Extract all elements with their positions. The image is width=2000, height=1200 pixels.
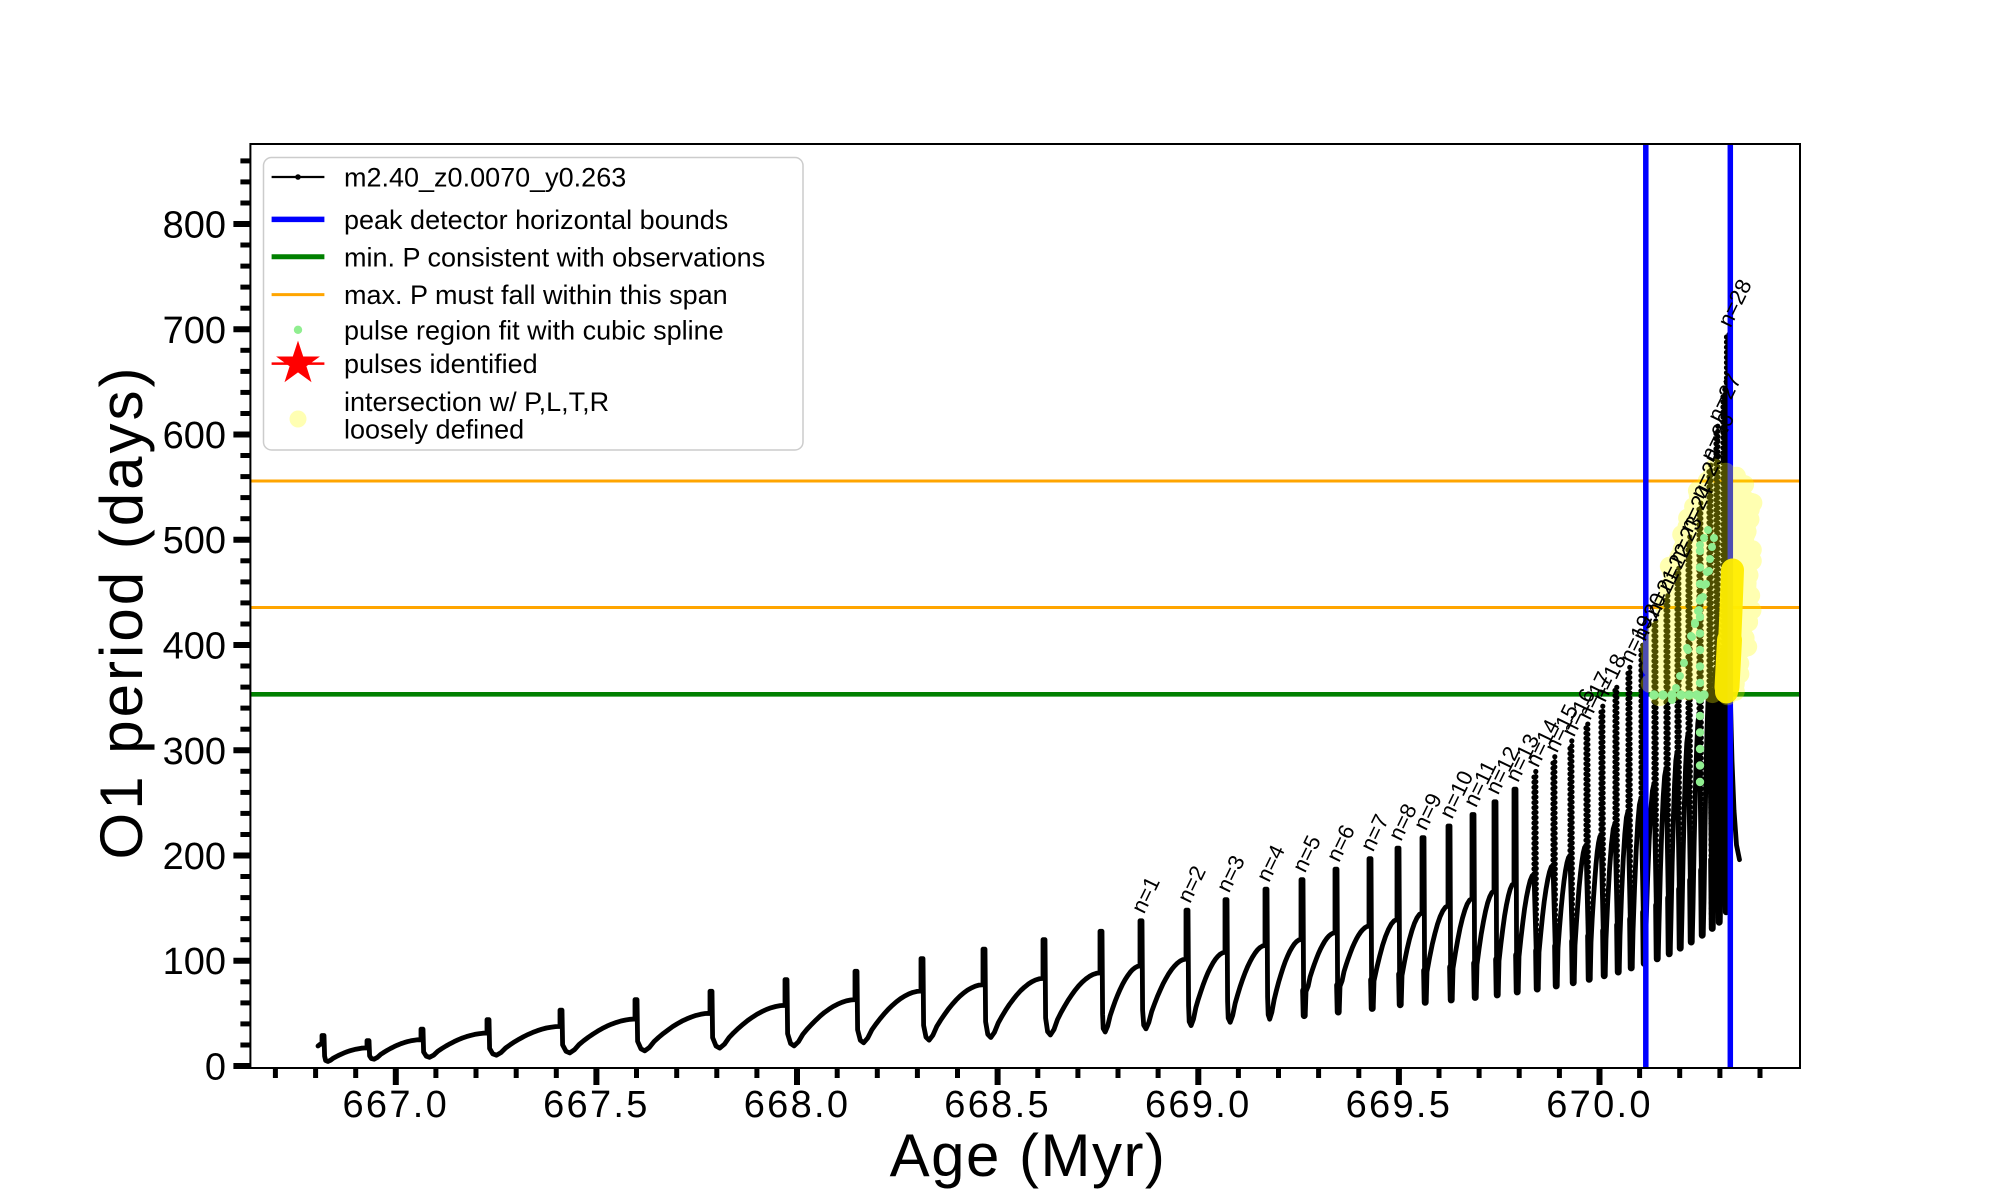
svg-text:670.0: 670.0 [1546,1084,1653,1126]
svg-text:667.0: 667.0 [343,1084,450,1126]
svg-text:O1 period (days): O1 period (days) [88,365,155,860]
svg-text:Age (Myr): Age (Myr) [890,1122,1167,1189]
svg-text:100: 100 [163,941,226,983]
svg-text:600: 600 [163,415,226,457]
svg-text:0: 0 [205,1047,226,1089]
svg-text:669.0: 669.0 [1145,1084,1252,1126]
svg-text:m2.40_z0.0070_y0.263: m2.40_z0.0070_y0.263 [344,163,626,193]
svg-text:500: 500 [163,520,226,562]
svg-text:intersection w/ P,L,T,R: intersection w/ P,L,T,R [344,387,609,417]
svg-text:max. P must fall within this s: max. P must fall within this span [344,280,728,310]
svg-text:668.5: 668.5 [944,1084,1051,1126]
svg-text:pulse region fit with cubic sp: pulse region fit with cubic spline [344,315,724,345]
svg-text:667.5: 667.5 [543,1084,650,1126]
svg-text:668.0: 668.0 [744,1084,851,1126]
svg-text:300: 300 [163,731,226,773]
svg-text:loosely defined: loosely defined [344,415,524,445]
svg-text:peak detector horizontal bound: peak detector horizontal bounds [344,205,728,235]
svg-text:400: 400 [163,626,226,668]
svg-text:min. P consistent with observa: min. P consistent with observations [344,242,765,272]
svg-text:700: 700 [163,310,226,352]
svg-text:800: 800 [163,205,226,247]
svg-text:200: 200 [163,836,226,878]
svg-text:669.5: 669.5 [1346,1084,1453,1126]
svg-text:pulses identified: pulses identified [344,349,538,379]
